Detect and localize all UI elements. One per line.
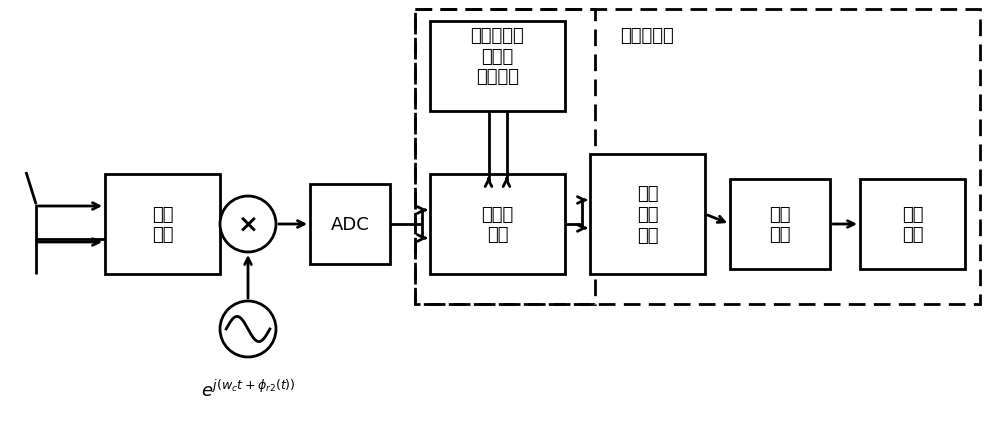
Bar	[590, 155, 705, 274]
Bar	[430, 22, 565, 112]
Text: 第一步消除: 第一步消除	[470, 27, 524, 45]
Circle shape	[220, 196, 276, 253]
Text: 自干扰
消除: 自干扰 消除	[481, 205, 514, 244]
Text: $e^{j(w_c t+\phi_{r2}(t))}$: $e^{j(w_c t+\phi_{r2}(t))}$	[201, 379, 295, 400]
Bar	[860, 180, 965, 269]
Text: 第二步消除: 第二步消除	[620, 27, 674, 45]
Text: ×: ×	[238, 213, 259, 236]
Bar	[430, 175, 565, 274]
Text: 匹配
接收: 匹配 接收	[769, 205, 791, 244]
Text: 自干扰
抵消信号: 自干扰 抵消信号	[476, 47, 519, 86]
Bar	[415, 10, 595, 304]
Text: 期望
信号
恢复: 期望 信号 恢复	[637, 185, 658, 244]
Text: 解码
映射: 解码 映射	[902, 205, 923, 244]
Bar	[415, 10, 980, 304]
Bar	[730, 180, 830, 269]
Bar	[310, 184, 390, 265]
Text: ADC: ADC	[331, 216, 369, 233]
Text: 射频
消除: 射频 消除	[152, 205, 173, 244]
Bar	[105, 175, 220, 274]
Circle shape	[220, 301, 276, 357]
